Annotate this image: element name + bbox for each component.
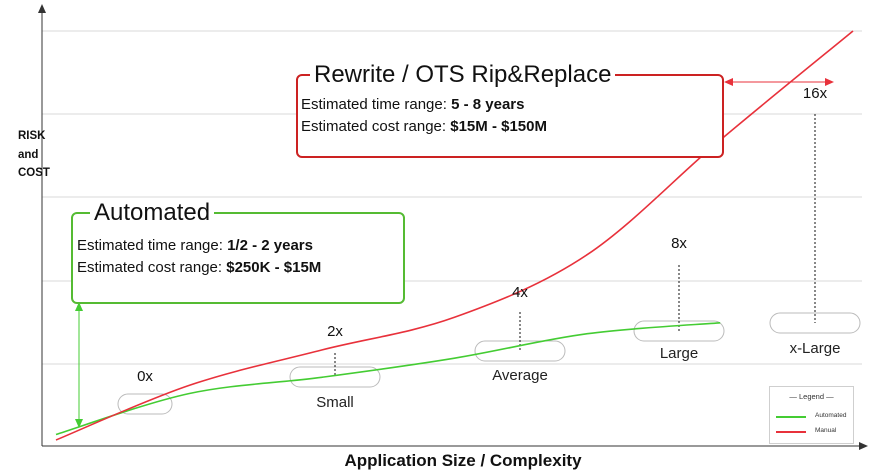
automated-box-title: Automated — [90, 200, 215, 226]
multiplier-label: 4x — [512, 284, 528, 301]
x-axis-label: Application Size / Complexity — [344, 451, 582, 470]
size-bubble — [769, 312, 861, 334]
category-label: Small — [316, 394, 354, 411]
x-axis-arrow — [859, 442, 868, 450]
category-labels: 0x 2x Small 4x Average 8x Large 16x x-Large — [137, 85, 840, 411]
automated-cost-range: Estimated cost range: $250K - $15M — [77, 259, 321, 276]
manual-time-value: 5 - 8 years — [451, 96, 525, 113]
legend-swatch-automated — [776, 416, 806, 418]
automated-time-label: Estimated time range: — [77, 237, 228, 254]
automated-time-range: Estimated time range: 1/2 - 2 years — [77, 237, 313, 254]
automated-cost-value: $250K - $15M — [226, 259, 322, 276]
legend-title: — Legend — — [789, 392, 834, 401]
automated-arrow-down — [75, 419, 83, 428]
y-axis-arrow — [38, 4, 46, 13]
multiplier-label: 16x — [803, 85, 828, 102]
y-axis-label: RISK and COST — [18, 130, 50, 179]
manual-box-title: Rewrite / OTS Rip&Replace — [310, 62, 616, 88]
manual-arrow-left — [724, 78, 733, 86]
legend-swatch-manual — [776, 431, 806, 433]
manual-cost-label: Estimated cost range: — [301, 118, 451, 135]
automated-box — [71, 212, 405, 304]
automated-cost-label: Estimated cost range: — [77, 259, 227, 276]
box-connectors — [75, 78, 834, 428]
legend: — Legend — Automated Manual — [769, 386, 854, 444]
multiplier-label: 8x — [671, 235, 687, 252]
manual-cost-value: $15M - $150M — [450, 118, 547, 135]
automated-series-line — [55, 322, 721, 436]
category-label: x-Large — [790, 340, 841, 357]
legend-label-automated: Automated — [815, 412, 847, 419]
legend-item-manual: Manual — [776, 427, 852, 437]
automated-time-value: 1/2 - 2 years — [227, 237, 313, 254]
manual-cost-range: Estimated cost range: $15M - $150M — [301, 118, 547, 135]
size-bubble — [117, 393, 173, 415]
multiplier-label: 0x — [137, 368, 153, 385]
manual-time-range: Estimated time range: 5 - 8 years — [301, 96, 524, 113]
manual-arrow-right — [825, 78, 834, 86]
automated-arrow-up — [75, 302, 83, 311]
multiplier-label: 2x — [327, 323, 343, 340]
gap-markers — [334, 114, 816, 375]
manual-time-label: Estimated time range: — [301, 96, 452, 113]
legend-item-automated: Automated — [776, 412, 852, 422]
legend-label-manual: Manual — [815, 427, 837, 434]
category-label: Large — [660, 345, 698, 362]
category-label: Average — [492, 367, 548, 384]
